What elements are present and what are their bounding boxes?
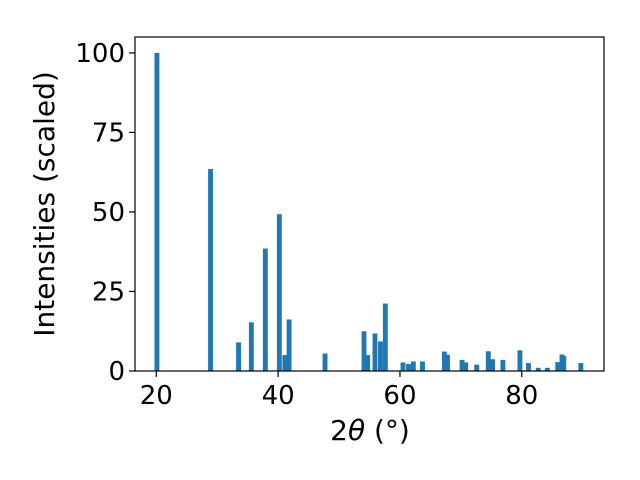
bar [578, 363, 584, 371]
bar [361, 331, 367, 371]
plot-frame [134, 36, 605, 372]
bar [406, 364, 411, 371]
bar [441, 351, 447, 371]
bar [322, 353, 328, 371]
bar [400, 362, 406, 371]
bar [463, 362, 469, 371]
bar [154, 52, 160, 372]
x-tick-label: 40 [262, 381, 295, 411]
bar [490, 359, 495, 371]
x-axis-label-symbol: θ [348, 414, 365, 447]
x-axis-label-unit: (°) [365, 414, 410, 447]
bar [236, 342, 241, 371]
y-axis: 0 25 50 75 100 [75, 39, 135, 387]
bar [535, 367, 541, 371]
bar [544, 367, 550, 371]
y-tick-label: 25 [92, 277, 125, 307]
bar [420, 361, 425, 371]
bar [445, 354, 450, 371]
bar [526, 363, 531, 371]
bar [286, 319, 292, 371]
y-tick-label: 75 [92, 118, 125, 148]
bar [208, 169, 213, 371]
bar [378, 341, 383, 371]
bar [262, 248, 268, 371]
bar [248, 322, 254, 371]
y-tick-label: 0 [108, 357, 125, 387]
bar [485, 351, 491, 371]
x-axis: 20 40 60 80 [140, 371, 538, 411]
bar [282, 355, 288, 371]
bars [154, 52, 584, 372]
y-tick-label: 50 [92, 198, 125, 228]
bar [410, 361, 416, 371]
bar [382, 303, 388, 371]
y-axis-label: Intensities (scaled) [28, 71, 61, 337]
x-tick-label: 20 [140, 381, 173, 411]
x-tick-label: 60 [383, 381, 416, 411]
y-tick-label: 100 [75, 39, 125, 69]
x-axis-label-prefix: 2 [330, 414, 348, 447]
bar [365, 355, 371, 371]
x-tick-label: 80 [505, 381, 538, 411]
bar [555, 362, 561, 371]
bar [459, 359, 465, 371]
bar [500, 359, 506, 371]
bar [474, 364, 480, 371]
bar [372, 333, 378, 371]
bar [517, 350, 523, 371]
bar [276, 214, 282, 371]
x-axis-label: 2θ (°) [330, 414, 410, 447]
bar [561, 356, 567, 371]
